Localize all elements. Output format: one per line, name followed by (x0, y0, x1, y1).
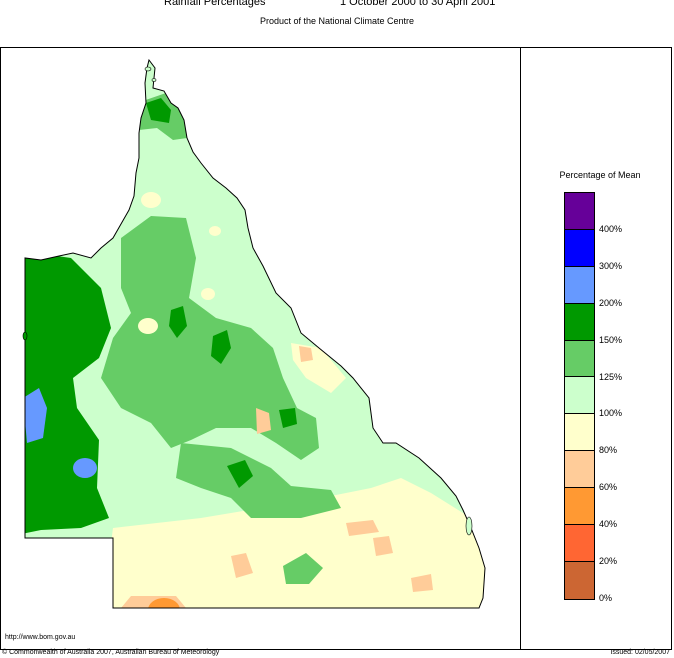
zone-40-60 (148, 598, 180, 608)
legend-swatch-100pct (565, 377, 594, 415)
zone-150-200-east (279, 408, 297, 428)
legend-swatch-20pct (565, 525, 594, 562)
rainfall-zones (25, 60, 485, 618)
map-subtitle: Product of the National Climate Centre (259, 16, 415, 26)
legend-label-200pct: 200% (599, 297, 623, 308)
island-c (22, 331, 28, 341)
legend-label-60pct: 60% (599, 482, 618, 493)
island-a (144, 66, 152, 72)
zone-125-150-sw (283, 553, 323, 584)
legend-swatch-0pct (565, 561, 594, 599)
legend-label-150pct: 150% (599, 334, 623, 345)
queensland-outline (24, 58, 486, 609)
map-frame (0, 47, 672, 650)
zone-80-100-south (101, 478, 485, 608)
legend-label-0pct: 0% (599, 592, 613, 603)
legend-swatch-400pct (565, 193, 594, 230)
footer-issued: Issued: 02/05/2007 (610, 649, 670, 656)
legend-label-100pct: 100% (599, 408, 623, 419)
legend-label-125pct: 125% (599, 371, 623, 382)
zone-150-200-cape (146, 98, 171, 123)
zone-60-80-b (256, 408, 271, 434)
legend-label-300pct: 300% (599, 260, 623, 271)
zone-60-80-d (373, 536, 393, 556)
zone-80-100-a (141, 192, 161, 208)
zone-80-100-c (201, 288, 215, 300)
legend-swatch-80pct (565, 414, 594, 452)
queensland-map (1, 48, 520, 649)
legend-swatch-60pct (565, 451, 594, 489)
footer-copyright: © Commonwealth of Australia 2007, Austra… (2, 649, 220, 656)
zone-60-80-g (299, 346, 313, 362)
map-title: Rainfall Percentages (164, 0, 266, 8)
legend-label-400pct: 400% (599, 223, 623, 234)
map-period: 1 October 2000 to 30 April 2001 (340, 0, 496, 8)
legend-swatch-300pct (565, 229, 594, 267)
zone-80-100-d (209, 226, 221, 236)
legend-swatch-40pct (565, 488, 594, 526)
zone-80-100-b (138, 318, 158, 334)
title-row: Rainfall Percentages 1 October 2000 to 3… (0, 0, 674, 10)
zone-150-200-centre (211, 330, 231, 364)
zone-125-150-central (101, 216, 319, 460)
legend-label-20pct: 20% (599, 556, 618, 566)
zone-200-300-sw (73, 458, 97, 478)
zone-150-200-south (227, 460, 253, 488)
zone-20-40 (161, 610, 171, 618)
legend-swatch-200pct (565, 266, 594, 304)
legend-bar (564, 192, 595, 600)
island-d (465, 516, 473, 536)
legend-label-80pct: 80% (599, 445, 618, 456)
legend-swatch-125pct (565, 340, 594, 378)
legend-title: Percentage of Mean (559, 170, 641, 180)
zone-200-300-west (25, 388, 47, 443)
zone-60-80-c (346, 520, 379, 536)
zone-60-80-a (231, 553, 253, 578)
zone-150-200-inland (169, 306, 187, 338)
zone-60-80-e (411, 574, 433, 592)
footer-url[interactable]: http://www.bom.gov.au (5, 634, 76, 641)
zone-125-150-south (176, 443, 341, 518)
legend-divider (520, 47, 521, 650)
legend-swatch-150pct (565, 303, 594, 341)
island-b (151, 78, 157, 82)
legend-label-40pct: 40% (599, 519, 618, 530)
